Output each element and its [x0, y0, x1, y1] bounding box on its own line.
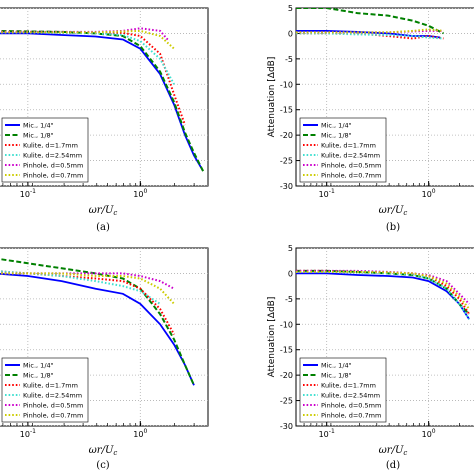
x-tick-label: 10-1 — [20, 188, 36, 199]
series-line — [0, 258, 195, 386]
series-line — [0, 272, 195, 386]
x-axis-label: ωr/Uc — [89, 205, 118, 217]
x-tick-label: 10-1 — [319, 188, 335, 199]
y-tick-label: -10 — [280, 80, 293, 89]
y-tick-label: -15 — [280, 106, 293, 115]
legend-label: Pinhole, d=0.7mm — [321, 412, 381, 420]
panel-2: 5 0 -5 -10 -15 -20 -25 -30 Attenuation [ΔdB] 10-1… — [267, 4, 474, 233]
legend-label: Pinhole, d=0.5mm — [23, 402, 83, 410]
y-tick-label: 5 — [288, 244, 293, 253]
legend-label: Pinhole, d=0.7mm — [23, 412, 83, 420]
y-tick-label: 5 — [288, 4, 293, 13]
y-tick-label: -5 — [285, 55, 293, 64]
legend-label: Pinhole, d=0.5mm — [321, 402, 381, 410]
panel-caption: (a) — [96, 222, 110, 233]
x-tick-label: 100 — [133, 188, 147, 199]
panel-4: 5 0 -5 -10 -15 -20 -25 -30 Attenuation [ΔdB] 10-1… — [267, 244, 474, 471]
legend-label: Pinhole, d=0.5mm — [321, 162, 381, 170]
legend-label: Mic., 1/4" — [23, 122, 54, 130]
legend-label: Kulite, d=2.54mm — [23, 152, 82, 160]
legend-label: Pinhole, d=0.7mm — [321, 172, 381, 180]
x-tick-label: 10-1 — [20, 428, 36, 439]
y-tick-label: -20 — [280, 371, 293, 380]
series-line — [0, 31, 175, 85]
series-line — [296, 8, 444, 35]
y-tick-label: -15 — [280, 346, 293, 355]
series-line — [0, 30, 186, 126]
legend-label: Kulite, d=2.54mm — [321, 152, 380, 160]
legend-box — [299, 357, 387, 423]
series-line — [296, 29, 441, 39]
series-line — [296, 270, 470, 310]
x-axis-label: ωr/Uc — [379, 445, 408, 457]
y-axis-label: Attenuation [ΔdB] — [267, 297, 277, 378]
legend-label: Kulite, d=1.7mm — [23, 142, 78, 150]
y-tick-label: -20 — [280, 131, 293, 140]
y-tick-label: 0 — [288, 29, 293, 38]
legend-label: Mic., 1/8" — [23, 132, 54, 140]
series-group — [0, 258, 195, 386]
series-group — [296, 8, 444, 40]
legend-label: Mic., 1/4" — [321, 362, 352, 370]
y-tick-label: -25 — [280, 157, 293, 166]
panel-3: 10-1 100 ωr/Uc (c) Mic., 1/4" Mic., 1/8" Kulit… — [0, 247, 209, 471]
legend-box — [1, 357, 89, 423]
legend-box — [299, 117, 387, 183]
legend-label: Mic., 1/4" — [321, 122, 352, 130]
legend-label: Pinhole, d=0.5mm — [23, 162, 83, 170]
panel-1: 10-1 100 ωr/Uc (a) Mic., 1/4" Mic., 1/8" Kulit… — [0, 7, 209, 233]
y-tick-label: 0 — [288, 269, 293, 278]
series-line — [0, 29, 175, 50]
panel-caption: (b) — [386, 222, 400, 233]
x-tick-label: 100 — [422, 428, 436, 439]
legend-label: Pinhole, d=0.7mm — [23, 172, 83, 180]
panel-caption: (c) — [96, 460, 110, 471]
series-group — [0, 27, 206, 174]
y-tick-label: -10 — [280, 320, 293, 329]
legend-box — [1, 117, 89, 183]
series-line — [0, 29, 206, 174]
y-tick-label: -30 — [280, 182, 293, 191]
legend-label: Mic., 1/8" — [321, 372, 352, 380]
legend-label: Kulite, d=1.7mm — [23, 382, 78, 390]
legend-label: Mic., 1/8" — [321, 132, 352, 140]
legend-label: Kulite, d=1.7mm — [321, 142, 376, 150]
legend-label: Mic., 1/4" — [23, 362, 54, 370]
panel-caption: (d) — [386, 460, 400, 471]
series-line — [0, 272, 175, 290]
grid — [296, 248, 474, 426]
y-axis-label: Attenuation [ΔdB] — [267, 57, 277, 138]
x-tick-label: 100 — [133, 428, 147, 439]
x-tick-label: 10-1 — [319, 428, 335, 439]
legend-label: Kulite, d=2.54mm — [321, 392, 380, 400]
y-tick-label: -5 — [285, 295, 293, 304]
y-tick-label: -25 — [280, 397, 293, 406]
x-axis-label: ωr/Uc — [379, 205, 408, 217]
series-line — [0, 32, 204, 172]
legend-label: Mic., 1/8" — [23, 372, 54, 380]
legend-label: Kulite, d=2.54mm — [23, 392, 82, 400]
x-axis-label: ωr/Uc — [89, 445, 118, 457]
series-group — [296, 269, 471, 320]
x-tick-label: 100 — [422, 188, 436, 199]
series-line — [0, 272, 175, 305]
legend-label: Kulite, d=1.7mm — [321, 382, 376, 390]
y-tick-label: -30 — [280, 422, 293, 431]
